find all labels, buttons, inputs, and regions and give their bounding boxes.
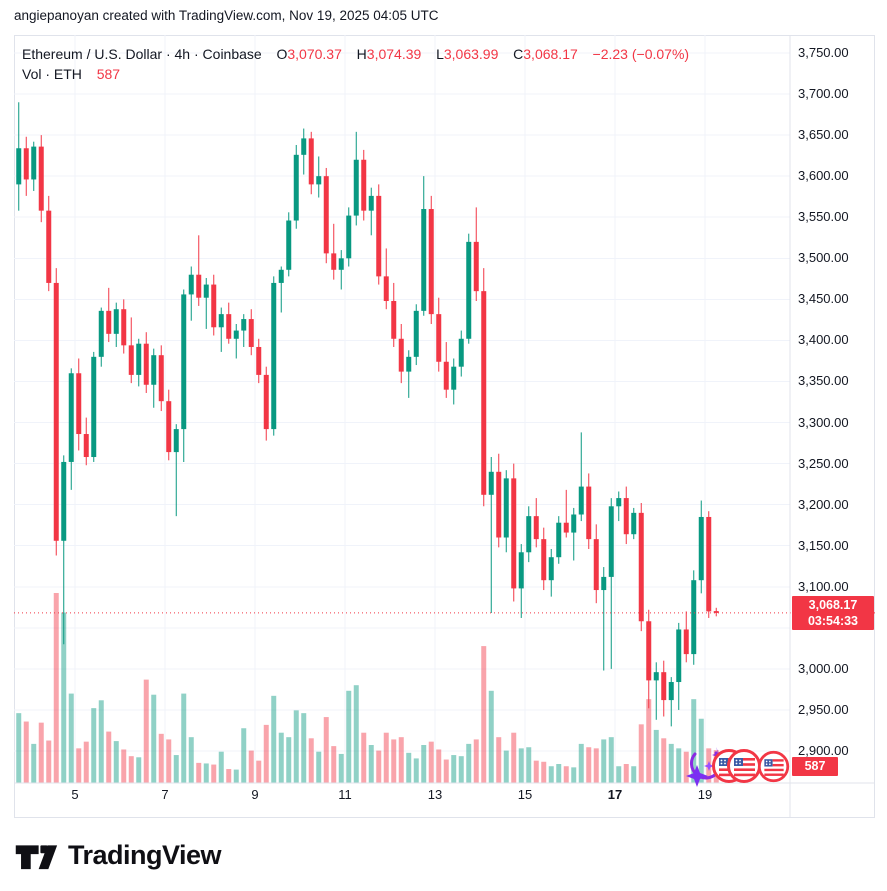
open-label: O bbox=[276, 46, 288, 62]
chart-legend: Ethereum / U.S. Dollar · 4h · Coinbase O… bbox=[22, 44, 689, 84]
current-price-flag[interactable]: 3,068.17 03:54:33 bbox=[792, 595, 874, 630]
legend-symbol-row[interactable]: Ethereum / U.S. Dollar · 4h · Coinbase O… bbox=[22, 44, 689, 64]
bar-countdown: 03:54:33 bbox=[807, 613, 859, 628]
price-axis-label: 3,500.00 bbox=[798, 250, 849, 266]
high-value: 3,074.39 bbox=[366, 46, 422, 62]
close-value: 3,068.17 bbox=[523, 46, 578, 62]
volume-label: Vol · ETH bbox=[22, 66, 82, 82]
symbol-title[interactable]: Ethereum / U.S. Dollar bbox=[22, 46, 163, 62]
interval-label[interactable]: 4h bbox=[174, 46, 191, 62]
price-axis-label: 3,450.00 bbox=[798, 291, 849, 307]
tradingview-wordmark: TradingView bbox=[68, 839, 222, 870]
price-axis-label: 3,200.00 bbox=[798, 496, 849, 512]
time-axis-label: 19 bbox=[697, 787, 713, 802]
chart-frame bbox=[14, 35, 875, 818]
price-axis-label: 2,900.00 bbox=[798, 743, 849, 758]
time-axis-label: 13 bbox=[427, 787, 443, 802]
low-value: 3,063.99 bbox=[443, 46, 499, 62]
time-axis-label: 5 bbox=[71, 787, 79, 802]
close-label: C bbox=[513, 46, 524, 62]
price-axis-label: 3,650.00 bbox=[798, 127, 849, 143]
time-scale[interactable]: 5 7 9 11 13 15 17 19 bbox=[0, 787, 887, 815]
time-axis-label: 17 bbox=[607, 787, 623, 802]
price-axis-label: 3,750.00 bbox=[798, 45, 849, 60]
open-value: 3,070.37 bbox=[287, 46, 342, 62]
price-axis-label: 3,550.00 bbox=[798, 209, 849, 225]
volume-value: 587 bbox=[96, 66, 121, 82]
exchange-label[interactable]: Coinbase bbox=[202, 46, 262, 62]
tradingview-logo[interactable]: TradingView bbox=[14, 831, 222, 879]
time-axis-label: 7 bbox=[161, 787, 169, 802]
time-axis-label: 9 bbox=[251, 787, 259, 802]
time-axis-label: 11 bbox=[338, 787, 352, 802]
us-flag-event-icon[interactable] bbox=[757, 750, 791, 789]
high-label: H bbox=[356, 46, 367, 62]
price-axis-label: 3,350.00 bbox=[798, 373, 849, 389]
price-axis-label: 3,250.00 bbox=[798, 455, 849, 471]
current-volume-flag: 587 bbox=[792, 757, 838, 776]
low-label: L bbox=[436, 46, 444, 62]
price-axis-label: 3,000.00 bbox=[798, 660, 849, 676]
price-scale[interactable]: 3,750.00 3,700.00 3,650.00 3,600.00 3,550.00… bbox=[798, 35, 878, 783]
price-axis-label: 3,300.00 bbox=[798, 414, 849, 430]
current-price-value: 3,068.17 bbox=[808, 597, 858, 612]
price-axis-label: 2,950.00 bbox=[798, 701, 849, 717]
attribution-text: angiepanoyan created with TradingView.co… bbox=[14, 8, 439, 23]
legend-volume-row[interactable]: Vol · ETH 587 bbox=[22, 64, 689, 84]
price-axis-label: 3,400.00 bbox=[798, 332, 849, 348]
price-axis-label: 3,600.00 bbox=[798, 168, 849, 184]
price-axis-label: 3,100.00 bbox=[798, 578, 849, 594]
time-axis-label: 15 bbox=[517, 787, 533, 802]
price-axis-label: 3,150.00 bbox=[798, 537, 849, 553]
change-value: −2.23 (−0.07%) bbox=[592, 46, 690, 62]
tradingview-logo-mark bbox=[15, 845, 58, 870]
legend-separator-2: · bbox=[193, 46, 199, 62]
legend-separator-1: · bbox=[165, 46, 171, 62]
price-axis-label: 3,700.00 bbox=[798, 86, 849, 102]
